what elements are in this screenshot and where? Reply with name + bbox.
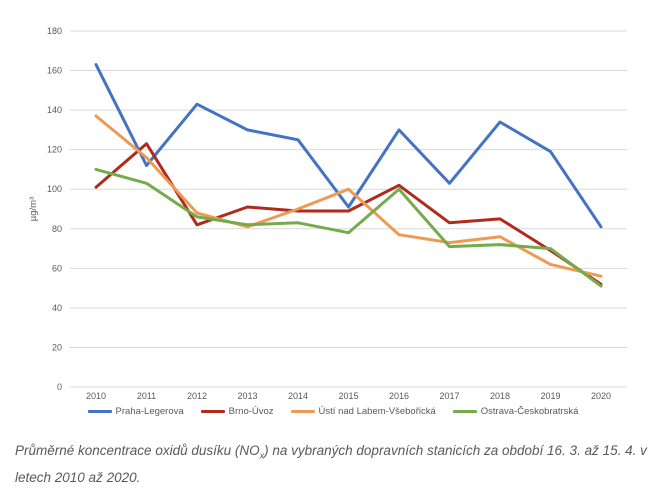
legend-line-marker [200, 410, 225, 413]
legend-label: Ostrava-Českobratrská [480, 406, 579, 417]
y-tick-label: 60 [52, 263, 62, 273]
legend-label: Praha-Legerova [115, 406, 184, 417]
legend-line-marker [452, 410, 477, 413]
x-tick-label: 2016 [389, 391, 409, 401]
series-line-ostrava-eskobratrsk- [94, 167, 603, 288]
x-tick-label: 2010 [86, 391, 106, 401]
legend-line-marker [290, 410, 315, 413]
y-tick-label: 20 [52, 342, 62, 352]
y-axis-title: µg/m³ [28, 197, 39, 221]
chart-legend: Praha-Legerova Brno-Úvoz Ústí nad Labem-Vš… [0, 406, 666, 417]
plot-area: 0 20 40 60 80 100 120 140 160 180 2010 2011 2012 2013… [28, 26, 627, 401]
y-tick-label: 100 [47, 184, 62, 194]
y-tick-label: 160 [47, 66, 62, 76]
x-tick-label: 2020 [591, 391, 611, 401]
series-line-brno-voz [94, 142, 603, 286]
x-tick-label: 2011 [137, 391, 156, 401]
y-tick-label: 120 [47, 145, 62, 155]
y-tick-label: 80 [52, 224, 62, 234]
nox-line-chart: 0 20 40 60 80 100 120 140 160 180 2010 2011 2012 2013… [28, 26, 627, 417]
legend-label: Ústí nad Labem-Všebořická [318, 406, 436, 417]
y-tick-label: 140 [47, 105, 62, 115]
caption-text-1: Průměrné koncentrace oxidů dusíku (NO [15, 443, 260, 458]
legend-item-praha-legerova: Praha-Legerova [87, 406, 184, 417]
legend-label: Brno-Úvoz [228, 406, 274, 417]
series-line-praha-legerova [94, 63, 603, 229]
caption-text-2: ) na vybraných dopravních stanicích za o… [264, 443, 647, 458]
x-tick-label: 2017 [439, 391, 459, 401]
figure-caption: Průměrné koncentrace oxidů dusíku (NOx) … [15, 438, 655, 491]
legend-item-ostrava-eskobratrsk-: Ostrava-Českobratrská [452, 406, 579, 417]
y-tick-label: 180 [47, 26, 62, 36]
y-tick-label: 40 [52, 303, 62, 313]
nox-subscript: x [259, 450, 265, 461]
y-tick-label: 0 [57, 382, 62, 392]
x-tick-label: 2013 [237, 391, 257, 401]
legend-line-marker [87, 410, 112, 413]
series-line--st-nad-labem-v-ebo-ick- [94, 114, 603, 278]
caption-text-3: letech 2010 až 2020. [15, 469, 141, 485]
x-tick-label: 2012 [187, 391, 207, 401]
x-tick-label: 2015 [338, 391, 358, 401]
x-tick-label: 2014 [288, 391, 308, 401]
x-tick-label: 2018 [490, 391, 510, 401]
legend-item-brno-voz: Brno-Úvoz [200, 406, 274, 417]
x-tick-label: 2019 [540, 391, 560, 401]
legend-item--st-nad-labem-v-ebo-ick-: Ústí nad Labem-Všebořická [290, 406, 436, 417]
